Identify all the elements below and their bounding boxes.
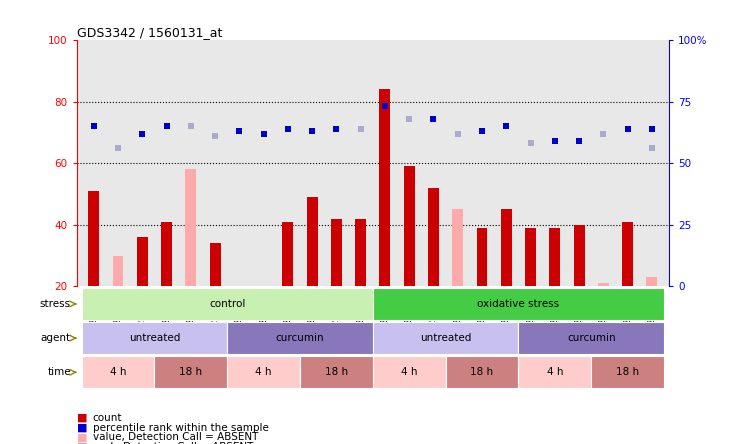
Bar bbox=[331, 218, 342, 286]
Point bbox=[233, 127, 245, 135]
Point bbox=[137, 130, 148, 137]
Bar bbox=[300, 356, 373, 388]
Point bbox=[88, 123, 99, 130]
Point bbox=[185, 123, 197, 130]
Text: curcumin: curcumin bbox=[276, 333, 325, 343]
Bar bbox=[355, 218, 366, 286]
Bar bbox=[477, 228, 488, 286]
Bar bbox=[88, 191, 99, 286]
Bar bbox=[428, 188, 439, 286]
Bar bbox=[307, 197, 317, 286]
Text: untreated: untreated bbox=[420, 333, 471, 343]
Bar bbox=[379, 89, 390, 286]
Text: rank, Detection Call = ABSENT: rank, Detection Call = ABSENT bbox=[93, 442, 253, 444]
Bar bbox=[591, 356, 664, 388]
Bar bbox=[82, 322, 227, 354]
Point bbox=[112, 145, 124, 152]
Bar bbox=[373, 288, 664, 320]
Point bbox=[646, 125, 658, 132]
Text: ■: ■ bbox=[77, 423, 87, 432]
Point bbox=[525, 140, 537, 147]
Text: 4 h: 4 h bbox=[401, 367, 417, 377]
Text: count: count bbox=[93, 413, 122, 423]
Bar bbox=[373, 322, 518, 354]
Bar bbox=[373, 356, 446, 388]
Text: 18 h: 18 h bbox=[471, 367, 493, 377]
Bar bbox=[227, 322, 373, 354]
Text: 18 h: 18 h bbox=[179, 367, 202, 377]
Bar bbox=[186, 169, 196, 286]
Bar bbox=[501, 210, 512, 286]
Point bbox=[404, 115, 415, 123]
Text: time: time bbox=[48, 367, 71, 377]
Point bbox=[209, 132, 221, 139]
Text: agent: agent bbox=[41, 333, 71, 343]
Text: ■: ■ bbox=[77, 413, 87, 423]
Text: 4 h: 4 h bbox=[547, 367, 563, 377]
Bar bbox=[82, 356, 154, 388]
Bar bbox=[446, 356, 518, 388]
Text: untreated: untreated bbox=[129, 333, 180, 343]
Bar bbox=[646, 277, 657, 286]
Text: percentile rank within the sample: percentile rank within the sample bbox=[93, 423, 269, 432]
Bar bbox=[227, 356, 300, 388]
Text: ■: ■ bbox=[77, 442, 87, 444]
Text: curcumin: curcumin bbox=[567, 333, 616, 343]
Point bbox=[258, 130, 270, 137]
Text: oxidative stress: oxidative stress bbox=[477, 299, 559, 309]
Bar bbox=[161, 222, 172, 286]
Bar bbox=[282, 222, 293, 286]
Point bbox=[646, 145, 658, 152]
Text: stress: stress bbox=[39, 299, 71, 309]
Bar bbox=[622, 222, 633, 286]
Bar bbox=[518, 356, 591, 388]
Point bbox=[282, 125, 294, 132]
Point bbox=[428, 115, 439, 123]
Bar bbox=[154, 356, 227, 388]
Bar bbox=[525, 228, 536, 286]
Point bbox=[549, 138, 561, 145]
Text: 18 h: 18 h bbox=[325, 367, 348, 377]
Point bbox=[379, 103, 391, 110]
Point bbox=[476, 127, 488, 135]
Point bbox=[330, 125, 342, 132]
Text: 4 h: 4 h bbox=[110, 367, 126, 377]
Bar bbox=[550, 228, 560, 286]
Bar bbox=[113, 256, 124, 286]
Point bbox=[452, 130, 463, 137]
Text: control: control bbox=[209, 299, 246, 309]
Point bbox=[501, 123, 512, 130]
Text: ■: ■ bbox=[77, 432, 87, 442]
Text: 4 h: 4 h bbox=[255, 367, 272, 377]
Point bbox=[355, 125, 366, 132]
Point bbox=[573, 138, 585, 145]
Text: 18 h: 18 h bbox=[616, 367, 639, 377]
Bar bbox=[137, 237, 148, 286]
Bar bbox=[404, 166, 414, 286]
Text: value, Detection Call = ABSENT: value, Detection Call = ABSENT bbox=[93, 432, 258, 442]
Point bbox=[622, 125, 634, 132]
Bar bbox=[518, 322, 664, 354]
Point bbox=[161, 123, 173, 130]
Point bbox=[597, 130, 609, 137]
Bar bbox=[598, 283, 609, 286]
Point bbox=[306, 127, 318, 135]
Bar bbox=[574, 225, 585, 286]
Text: GDS3342 / 1560131_at: GDS3342 / 1560131_at bbox=[77, 26, 222, 39]
Bar bbox=[82, 288, 373, 320]
Bar bbox=[452, 210, 463, 286]
Bar bbox=[210, 243, 221, 286]
